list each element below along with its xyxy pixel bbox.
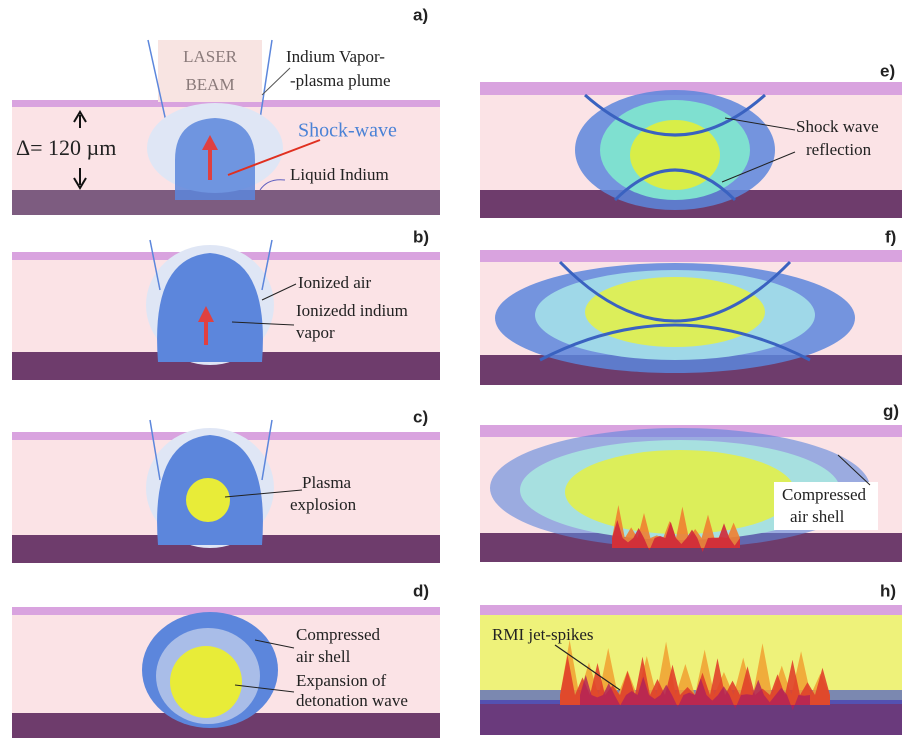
shapes bbox=[12, 40, 902, 738]
figure: a) LASER BEAM Indium Vapor- -plasma plum… bbox=[0, 0, 902, 741]
note: Compressed bbox=[296, 625, 381, 644]
note: RMI jet-spikes bbox=[492, 625, 594, 644]
note: Compressed bbox=[782, 485, 867, 504]
core bbox=[170, 646, 242, 718]
dome bbox=[175, 118, 255, 200]
panel-label: f) bbox=[885, 227, 896, 246]
note: Expansion of bbox=[296, 671, 387, 690]
core bbox=[585, 277, 765, 347]
panel-label: c) bbox=[413, 407, 428, 426]
note: LASER bbox=[183, 47, 238, 66]
panel-label: g) bbox=[883, 401, 899, 420]
note: BEAM bbox=[185, 75, 234, 94]
note: vapor bbox=[296, 323, 335, 342]
note: air shell bbox=[790, 507, 845, 526]
note: Ionizedd indium bbox=[296, 301, 408, 320]
background bbox=[480, 605, 902, 615]
note: Indium Vapor- bbox=[286, 47, 385, 66]
note: air shell bbox=[296, 647, 351, 666]
note: Plasma bbox=[302, 473, 352, 492]
panel-label: h) bbox=[880, 581, 896, 600]
panel-label: b) bbox=[413, 227, 429, 246]
panel-label: a) bbox=[413, 5, 428, 24]
note: Shock-wave bbox=[298, 120, 397, 142]
panel-label: d) bbox=[413, 581, 429, 600]
note: detonation wave bbox=[296, 691, 408, 710]
core bbox=[186, 478, 230, 522]
note: -plasma plume bbox=[290, 71, 391, 90]
note: Liquid Indium bbox=[290, 165, 389, 184]
note: explosion bbox=[290, 495, 357, 514]
panel-label: e) bbox=[880, 61, 895, 80]
note: reflection bbox=[806, 140, 872, 159]
note: Δ= 120 µm bbox=[16, 135, 116, 160]
background bbox=[480, 250, 902, 262]
note: Shock wave bbox=[796, 117, 879, 136]
note: Ionized air bbox=[298, 273, 371, 292]
substrate bbox=[480, 700, 902, 735]
